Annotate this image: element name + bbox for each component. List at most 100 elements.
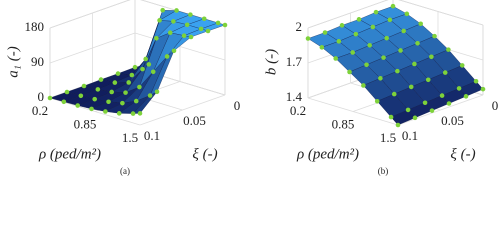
data-point xyxy=(98,77,104,82)
data-point xyxy=(116,111,122,116)
y-axis-label: ξ (-) xyxy=(192,146,217,162)
caption: (a) xyxy=(120,166,130,176)
data-point xyxy=(364,62,369,68)
data-point xyxy=(401,28,406,34)
z-tick-label: 180 xyxy=(25,19,45,34)
data-point xyxy=(47,95,53,101)
data-point xyxy=(129,72,135,78)
data-point xyxy=(164,54,170,59)
data-point xyxy=(395,122,401,128)
data-point xyxy=(150,69,156,75)
data-point xyxy=(446,101,452,106)
data-point xyxy=(106,99,111,105)
x-tick-label: 1.5 xyxy=(380,130,396,145)
data-point xyxy=(92,96,97,102)
data-point xyxy=(78,93,84,99)
panel: 1.4 1.7 2 0.2 0.85 1.5 0 0.05 0.1 b (-) ρ (ped/m²)… xyxy=(263,0,498,176)
data-point xyxy=(412,61,417,67)
data-point xyxy=(89,106,94,112)
z-tick-label: 1.4 xyxy=(286,89,303,104)
data-point xyxy=(120,100,125,106)
data-point xyxy=(442,70,448,75)
z-tick-label: 90 xyxy=(31,54,44,69)
data-point xyxy=(439,93,445,98)
data-point xyxy=(405,107,411,113)
data-point xyxy=(115,71,121,76)
data-point xyxy=(356,17,362,22)
data-point xyxy=(133,98,139,104)
data-point xyxy=(188,34,194,40)
data-point xyxy=(132,64,138,70)
data-point xyxy=(305,36,311,41)
data-point xyxy=(353,31,359,37)
z-axis-label: a₁ (-) xyxy=(5,46,21,77)
y-tick-label: 0 xyxy=(234,98,241,113)
x-tick-label: 0.2 xyxy=(290,103,306,118)
z-tick-label: 2 xyxy=(296,19,303,34)
data-point xyxy=(387,17,393,23)
data-point xyxy=(322,30,328,35)
data-point xyxy=(422,100,428,106)
data-point xyxy=(103,109,108,114)
x-axis-label: ρ (ped/m²) xyxy=(38,146,101,162)
data-point xyxy=(480,86,486,92)
data-point xyxy=(319,45,325,50)
data-point xyxy=(147,93,153,98)
data-point xyxy=(398,48,403,53)
data-point xyxy=(222,22,228,28)
data-point xyxy=(154,89,160,95)
data-point xyxy=(198,26,204,32)
data-point xyxy=(429,108,435,113)
data-point xyxy=(174,8,179,13)
data-point xyxy=(339,23,345,28)
data-point xyxy=(181,33,187,39)
data-point xyxy=(75,103,80,108)
data-point xyxy=(123,90,128,95)
x-tick-label: 1.5 xyxy=(122,130,138,145)
data-point xyxy=(333,56,338,61)
data-point xyxy=(205,28,211,34)
data-point xyxy=(64,89,70,95)
data-point xyxy=(463,94,469,99)
data-point xyxy=(336,39,342,44)
x-tick-label: 0.85 xyxy=(74,116,97,131)
x-tick-label: 0.2 xyxy=(32,103,48,118)
panel: 0 90 180 0.2 0.85 1.5 0 0.05 0.1 a₁ (-) ρ (ped/m²)… xyxy=(5,0,240,176)
data-point xyxy=(415,40,420,46)
data-point xyxy=(137,111,143,116)
data-point xyxy=(391,91,397,97)
data-point xyxy=(418,21,423,27)
data-point xyxy=(154,35,159,41)
z-axis-label: b (-) xyxy=(263,49,279,75)
data-point xyxy=(184,22,190,28)
data-point xyxy=(140,66,145,72)
data-point xyxy=(473,78,479,84)
data-point xyxy=(367,43,372,48)
data-point xyxy=(390,3,396,9)
data-point xyxy=(171,48,177,54)
data-point xyxy=(432,33,437,39)
y-tick-label: 0.1 xyxy=(402,128,418,143)
x-axis-label: ρ (ped/m²) xyxy=(296,146,359,162)
data-point xyxy=(347,69,352,75)
y-axis-label: ξ (-) xyxy=(450,146,475,162)
data-point xyxy=(137,84,142,90)
data-point xyxy=(381,55,386,60)
data-point xyxy=(130,111,136,116)
data-point xyxy=(361,83,366,88)
data-point xyxy=(404,11,410,17)
data-point xyxy=(374,98,380,104)
data-point xyxy=(171,19,176,24)
data-point xyxy=(109,89,114,95)
data-point xyxy=(446,47,451,52)
grid-line xyxy=(307,97,399,126)
data-point xyxy=(112,80,118,85)
data-point xyxy=(201,16,207,22)
z-tick-label: 1.7 xyxy=(286,54,303,69)
data-point xyxy=(412,115,418,121)
data-point xyxy=(143,56,148,62)
figure: 0 90 180 0.2 0.85 1.5 0 0.05 0.1 a₁ (-) ρ (ped/m²)… xyxy=(5,0,498,176)
caption: (b) xyxy=(378,166,389,176)
y-tick-label: 0 xyxy=(492,98,499,113)
data-point xyxy=(388,114,394,120)
